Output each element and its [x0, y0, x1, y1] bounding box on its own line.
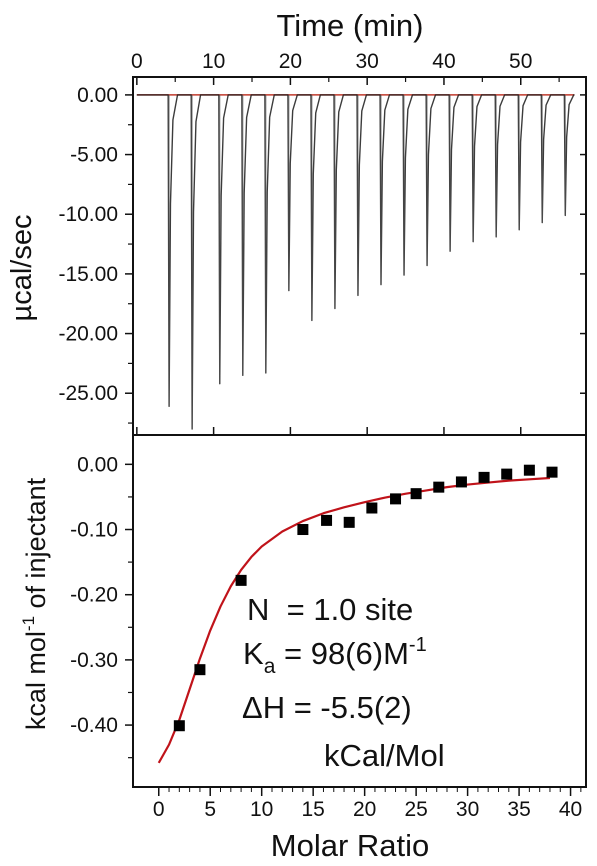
bottom-y-tick-labels: 0.00 -0.10 -0.20 -0.30 -0.40 [70, 453, 118, 737]
data-point [455, 476, 467, 488]
top-y-tick-label: -20.00 [58, 323, 118, 346]
data-point [478, 471, 490, 483]
bottom-y-axis-title: kcal mol-1 of injectant [19, 477, 51, 730]
top-y-tick-label: -25.00 [58, 382, 118, 405]
bottom-x-tick-label: 25 [404, 798, 427, 821]
data-point [523, 464, 535, 476]
data-point [410, 488, 422, 500]
top-x-tick-label: 20 [279, 50, 302, 73]
bottom-x-tick-label: 0 [153, 798, 165, 821]
top-y-tick-label: -15.00 [58, 263, 118, 286]
annotation-ka-superscript: -1 [409, 634, 427, 656]
top-x-tick-label: 40 [432, 50, 455, 73]
top-x-tick-labels: 0 10 20 30 40 50 [131, 50, 532, 73]
annotation-ka-subscript: a [264, 655, 276, 678]
bottom-x-tick-label: 10 [250, 798, 273, 821]
data-point [173, 720, 185, 732]
top-x-tick-label: 10 [202, 50, 225, 73]
bottom-y-tick-label: -0.30 [70, 649, 118, 672]
annotation-ka-value: = 98(6)M [275, 636, 409, 671]
fit-parameters: N = 1.0 site Ka = 98(6)M-1 ΔH = -5.5(2) … [242, 592, 445, 773]
bottom-y-axis-title-tail: of injectant [21, 477, 51, 616]
data-point [366, 502, 378, 514]
bottom-x-tick-label: 15 [301, 798, 324, 821]
annotation-dh: ΔH = -5.5(2) [242, 690, 412, 725]
top-panel: Time (min) 0 10 20 30 40 50 0.00 -5.00 -10.00 -1… [6, 8, 587, 436]
data-point [194, 664, 206, 676]
data-point [343, 516, 355, 528]
top-x-axis-title: Time (min) [277, 8, 424, 43]
top-x-tick-label: 50 [509, 50, 532, 73]
data-point [546, 466, 558, 478]
top-y-tick-labels: 0.00 -5.00 -10.00 -15.00 -20.00 -25.00 [58, 84, 118, 405]
bottom-x-tick-label: 30 [456, 798, 479, 821]
bottom-frame [132, 434, 587, 788]
annotation-unit: kCal/Mol [324, 738, 445, 773]
annotation-ka-symbol: K [243, 636, 264, 671]
bottom-y-axis-title-main: kcal mol [21, 631, 51, 730]
top-y-tick-label: 0.00 [77, 84, 118, 107]
bottom-y-tick-label: 0.00 [77, 453, 118, 476]
bottom-x-tick-label: 20 [353, 798, 376, 821]
top-x-tick-label: 30 [355, 50, 378, 73]
data-point [321, 514, 333, 526]
bottom-y-tick-label: -0.20 [70, 584, 118, 607]
top-plot-area [125, 77, 586, 435]
thermogram-trace [136, 94, 575, 430]
annotation-n: N = 1.0 site [247, 592, 413, 627]
top-x-tick-label: 0 [131, 50, 143, 73]
fit-curve [157, 476, 551, 764]
data-point [297, 524, 309, 536]
bottom-plot-area [125, 463, 582, 796]
bottom-y-tick-label: -0.40 [70, 714, 118, 737]
bottom-x-axis-title: Molar Ratio [271, 828, 430, 863]
annotation-ka: Ka = 98(6)M-1 [243, 634, 427, 678]
data-point [433, 481, 445, 493]
bottom-x-tick-label: 40 [559, 798, 582, 821]
top-y-tick-label: -10.00 [58, 203, 118, 226]
top-y-tick-label: -5.00 [70, 144, 118, 167]
data-point [235, 574, 247, 586]
top-y-axis-title: µcal/sec [6, 215, 38, 322]
bottom-y-axis-title-sup: -1 [19, 616, 38, 631]
data-point [501, 468, 513, 480]
bottom-x-tick-label: 5 [204, 798, 216, 821]
bottom-panel: 0.00 -0.10 -0.20 -0.30 -0.40 0 5 10 15 20 25 30 35 4… [19, 434, 587, 863]
bottom-x-tick-labels: 0 5 10 15 20 25 30 35 40 [153, 798, 582, 821]
data-point [390, 493, 402, 505]
bottom-x-tick-label: 35 [507, 798, 530, 821]
bottom-y-tick-label: -0.10 [70, 519, 118, 542]
